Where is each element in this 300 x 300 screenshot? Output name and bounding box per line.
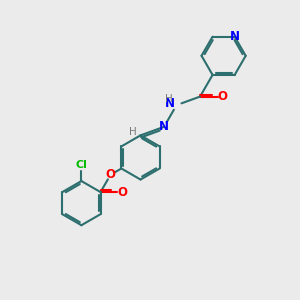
Text: H: H bbox=[129, 127, 137, 137]
Text: N: N bbox=[230, 30, 240, 43]
Text: N: N bbox=[165, 97, 175, 110]
Text: N: N bbox=[159, 120, 169, 133]
Text: H: H bbox=[165, 94, 172, 103]
Text: O: O bbox=[218, 90, 228, 103]
Text: Cl: Cl bbox=[76, 160, 87, 170]
Text: O: O bbox=[117, 186, 127, 199]
Text: O: O bbox=[106, 168, 116, 181]
